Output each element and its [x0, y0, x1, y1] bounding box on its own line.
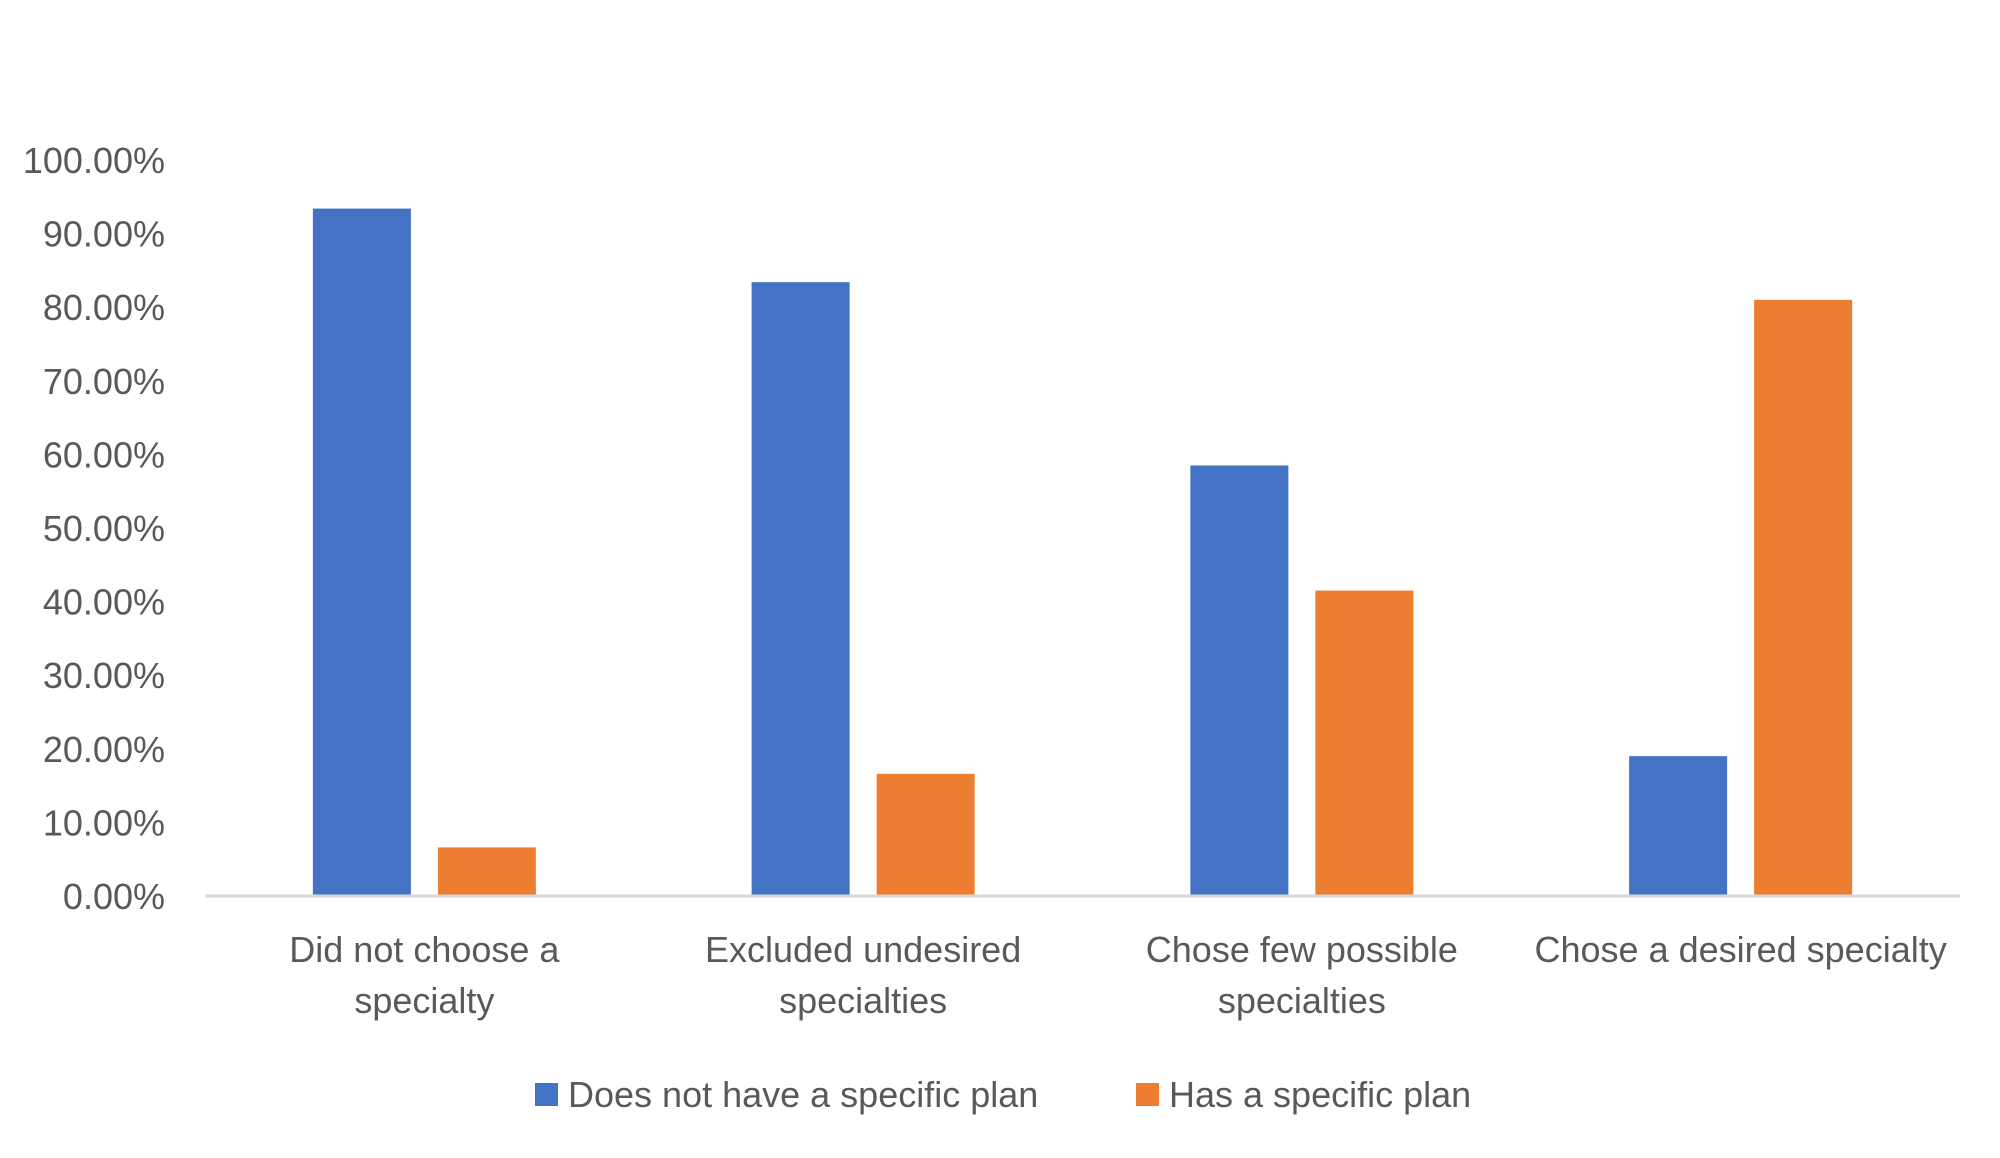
x-tick-label: specialties — [779, 980, 947, 1021]
legend-label: Has a specific plan — [1169, 1074, 1471, 1115]
y-tick-label: 50.00% — [43, 508, 165, 549]
bar — [312, 208, 411, 897]
x-tick-label: specialty — [354, 980, 494, 1021]
x-tick-label: specialties — [1218, 980, 1386, 1021]
bar — [1315, 590, 1414, 896]
bar — [1190, 465, 1289, 896]
x-tick-label: Chose a desired specialty — [1535, 929, 1947, 970]
x-axis-labels: Did not choose a specialty Excluded undesi… — [289, 929, 1946, 1021]
y-axis-ticks: 0.00% 10.00% 20.00% 30.00% 40.00% 50.00% 60.00… — [23, 140, 165, 917]
x-tick-label: Excluded undesired — [705, 929, 1021, 970]
y-tick-label: 40.00% — [43, 582, 165, 623]
bar — [751, 282, 850, 896]
legend: Does not have a specific plan Has a speci… — [535, 1074, 1471, 1115]
bar — [437, 847, 536, 896]
y-tick-label: 80.00% — [43, 287, 165, 328]
bar — [1754, 299, 1853, 897]
y-tick-label: 20.00% — [43, 729, 165, 770]
bar — [876, 773, 975, 896]
x-tick-label: Did not choose a — [289, 929, 560, 970]
bars-group — [312, 208, 1853, 897]
y-tick-label: 90.00% — [43, 214, 165, 255]
y-tick-label: 60.00% — [43, 434, 165, 475]
legend-swatch — [535, 1083, 558, 1106]
y-tick-label: 10.00% — [43, 802, 165, 843]
y-tick-label: 30.00% — [43, 655, 165, 696]
x-tick-label: Chose few possible — [1146, 929, 1458, 970]
y-tick-label: 100.00% — [23, 140, 165, 181]
y-tick-label: 70.00% — [43, 361, 165, 402]
bar — [1629, 756, 1728, 896]
legend-swatch — [1136, 1083, 1159, 1106]
y-tick-label: 0.00% — [63, 876, 165, 917]
legend-label: Does not have a specific plan — [568, 1074, 1038, 1115]
